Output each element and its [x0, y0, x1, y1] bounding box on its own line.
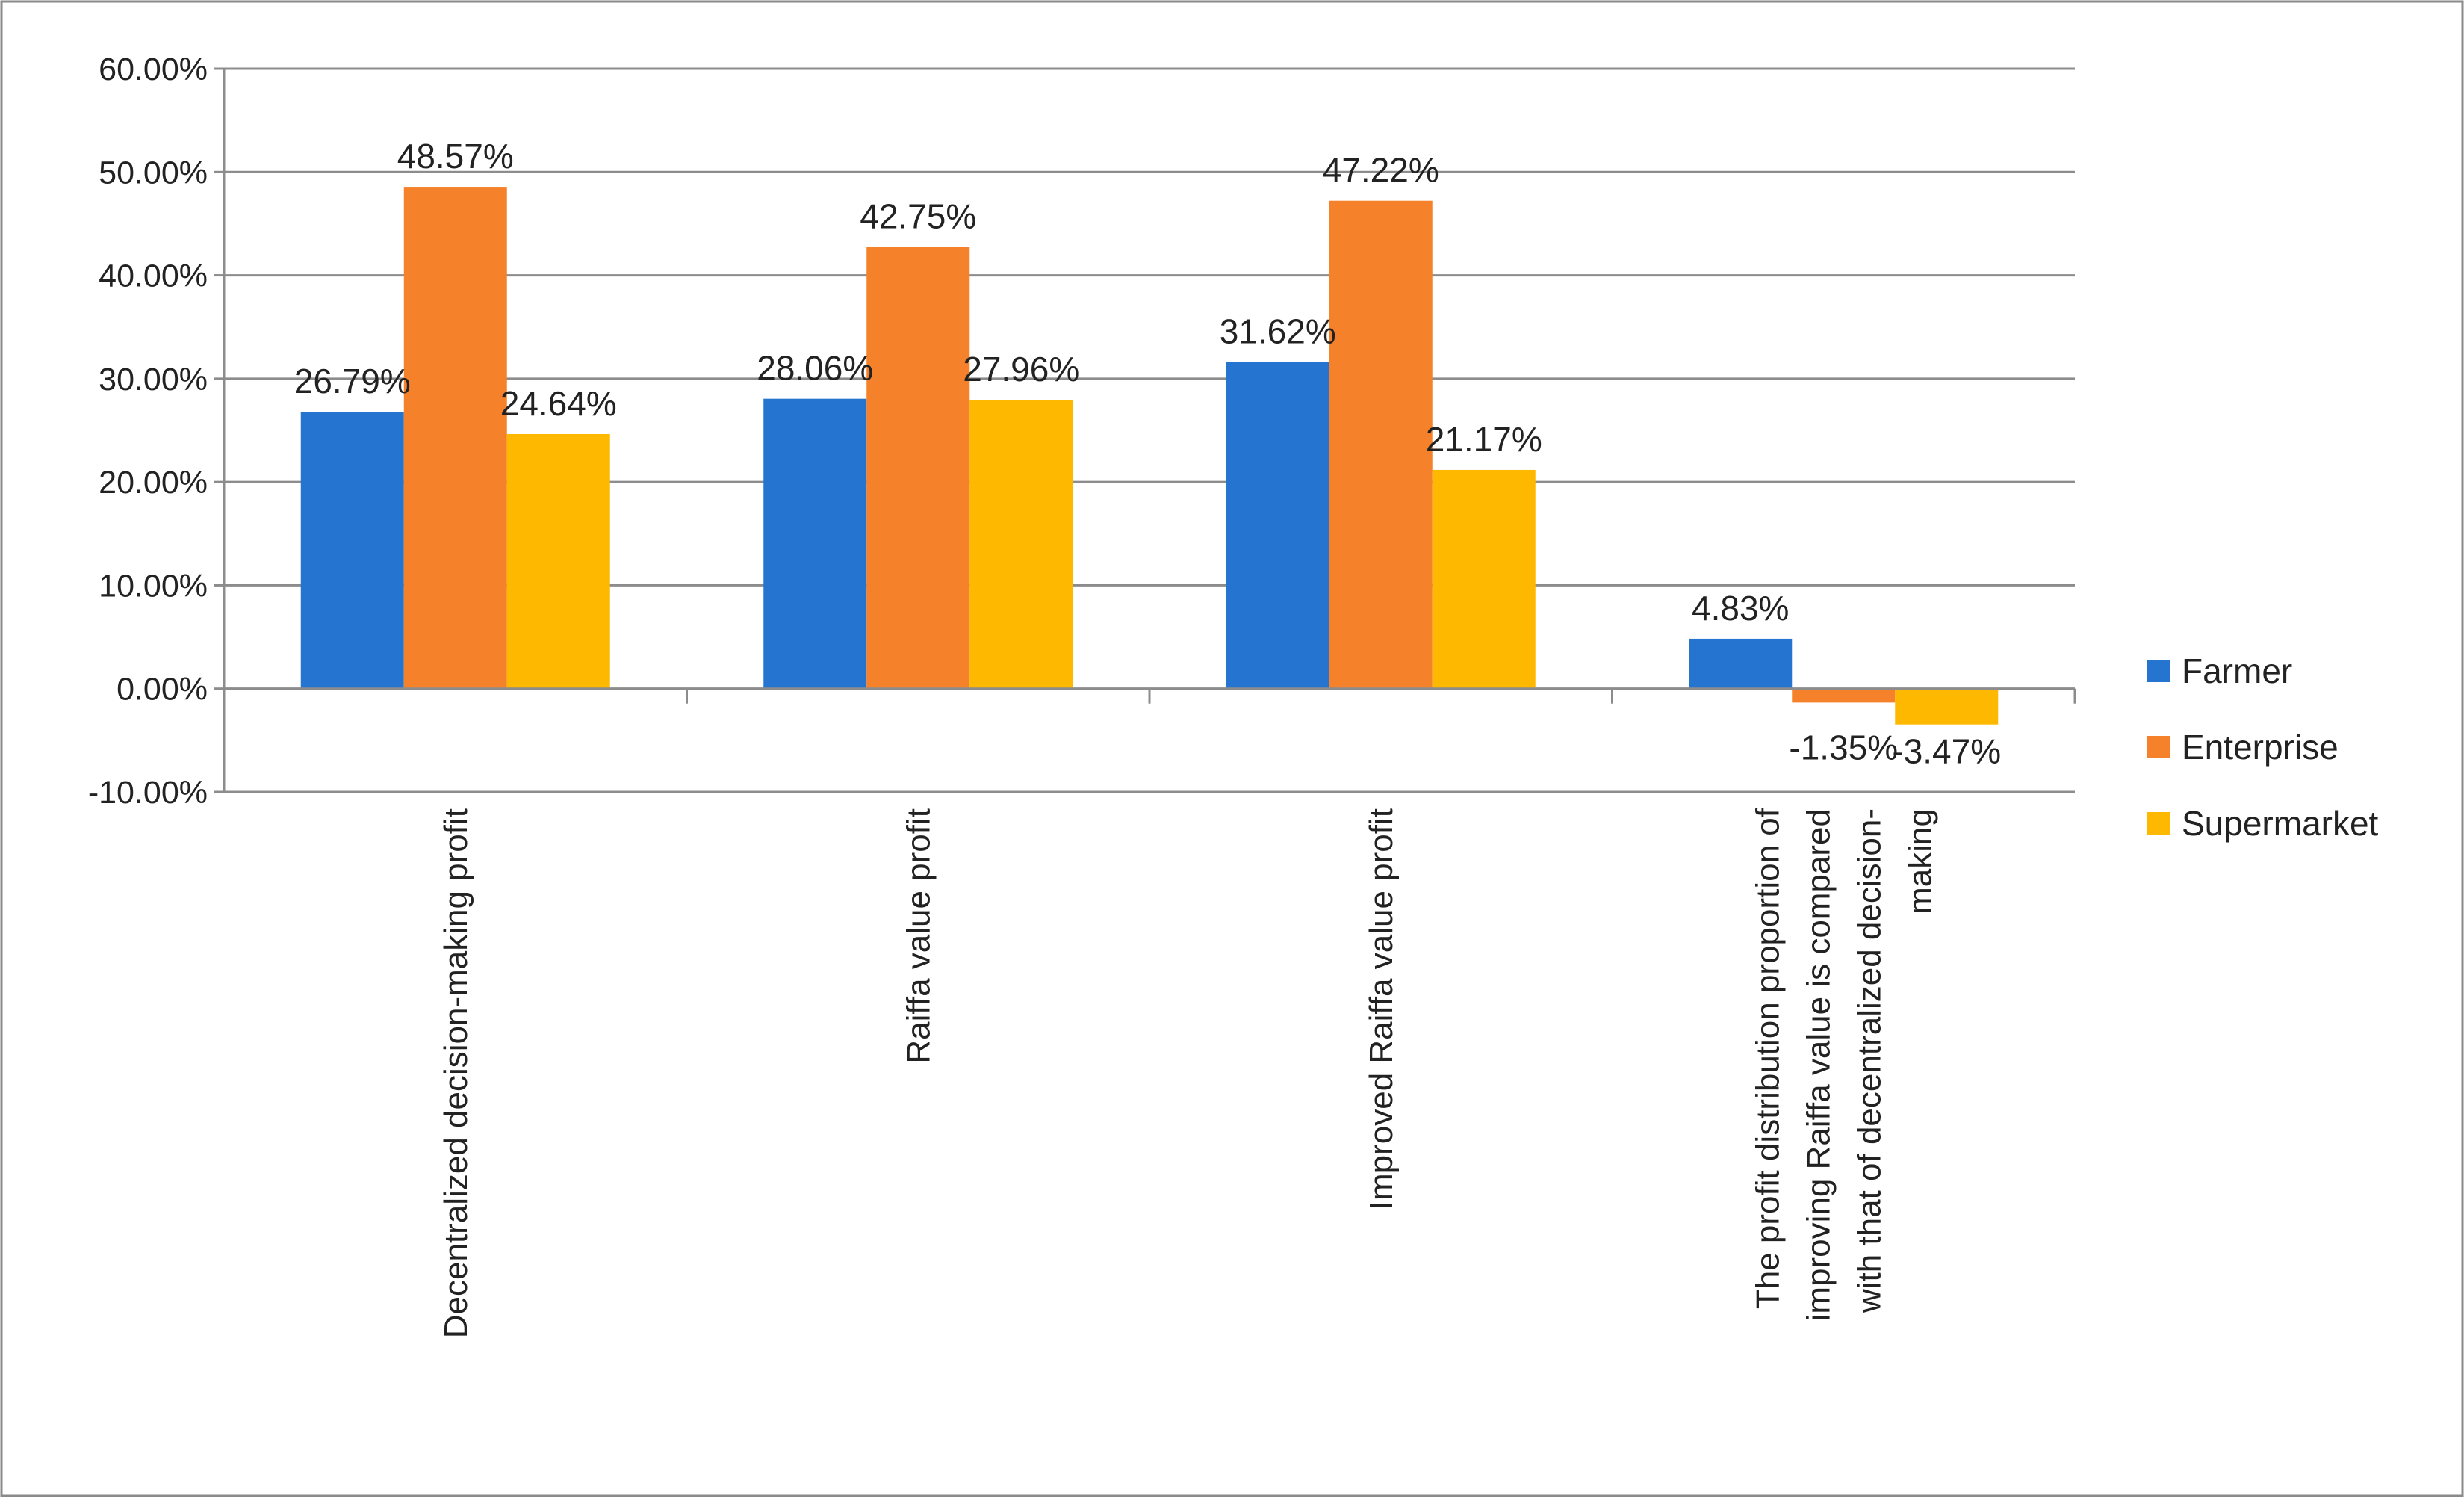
- data-label: 28.06%: [757, 349, 873, 388]
- y-tick-label: 40.00%: [99, 259, 208, 294]
- legend-label-enterprise: Enterprise: [2182, 728, 2339, 767]
- bar-farmer: [1689, 638, 1793, 689]
- y-tick-label: 50.00%: [99, 155, 208, 191]
- legend-swatch-supermarket: [2147, 812, 2170, 835]
- bar-enterprise: [866, 247, 970, 689]
- bar-farmer: [763, 398, 867, 689]
- data-label: 47.22%: [1323, 151, 1439, 190]
- axes: -10.00% 0.00% 10.00% 20.00% 30.00% 40.00% 50.0…: [88, 52, 2076, 1338]
- data-labels: 26.79% 48.57% 24.64% 28.06% 42.75% 27.96% 31.6…: [294, 137, 2001, 771]
- bar-farmer: [300, 412, 404, 689]
- data-label: 48.57%: [397, 137, 514, 176]
- data-label: 24.64%: [500, 384, 617, 423]
- y-tick-label: 10.00%: [99, 568, 208, 604]
- bar-enterprise: [1792, 688, 1896, 703]
- data-label: 42.75%: [860, 197, 976, 236]
- x-category-label: Raiffa value profit: [900, 808, 937, 1064]
- legend: Farmer Enterprise Supermarket: [2147, 652, 2379, 843]
- y-tick-label: 0.00%: [117, 672, 208, 708]
- bar-enterprise: [1329, 200, 1433, 689]
- bars: [300, 187, 1999, 725]
- y-tick-label: 60.00%: [99, 52, 208, 87]
- x-category-label: Decentralized decision-making profit: [438, 808, 474, 1338]
- data-label: -3.47%: [1892, 732, 2001, 771]
- data-label: 27.96%: [963, 350, 1079, 389]
- legend-label-farmer: Farmer: [2182, 652, 2292, 690]
- x-category-label: Improved Raiffa value profit: [1363, 808, 1400, 1210]
- legend-swatch-enterprise: [2147, 736, 2170, 758]
- data-label: 31.62%: [1220, 312, 1336, 350]
- bar-farmer: [1226, 362, 1329, 689]
- legend-swatch-farmer: [2147, 660, 2170, 682]
- legend-label-supermarket: Supermarket: [2182, 804, 2379, 843]
- bar-supermarket: [969, 400, 1073, 689]
- bar-supermarket: [506, 433, 610, 689]
- data-label: 26.79%: [294, 362, 411, 400]
- data-label: 21.17%: [1426, 420, 1542, 459]
- x-category-label: The profit distribution proportion of imp…: [1749, 808, 1938, 1321]
- y-tick-label: 20.00%: [99, 465, 208, 501]
- data-label: -1.35%: [1789, 728, 1898, 767]
- bar-supermarket: [1432, 469, 1536, 689]
- data-label: 4.83%: [1692, 589, 1789, 628]
- bar-enterprise: [403, 187, 507, 689]
- bar-supermarket: [1895, 688, 1999, 725]
- y-tick-label: -10.00%: [88, 775, 208, 811]
- y-tick-label: 30.00%: [99, 362, 208, 397]
